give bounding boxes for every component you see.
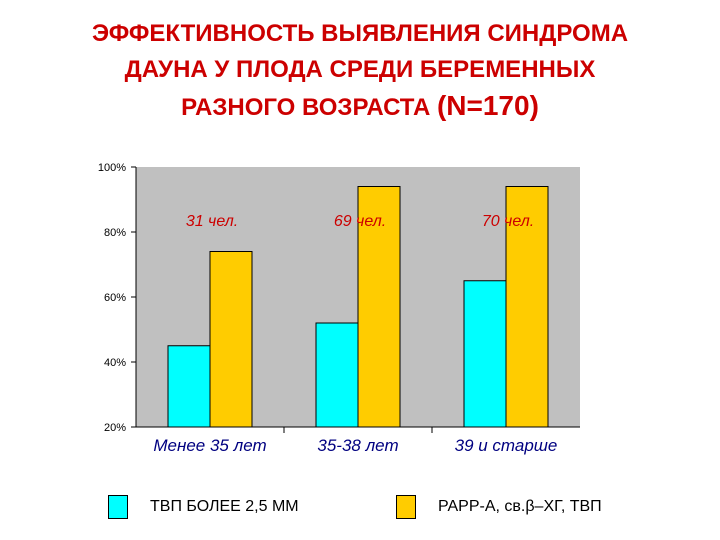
- group-count-label-2: 70 чел.: [482, 213, 534, 230]
- legend-swatch-cyan: [108, 495, 128, 519]
- title-line-3: РАЗНОГО ВОЗРАСТА (N=170): [20, 88, 700, 126]
- category-label-2: 39 и старше: [455, 436, 558, 455]
- bar-s0-c2: [463, 280, 507, 428]
- legend-label-papp: PAPP-A, св.β–ХГ, ТВП: [438, 498, 602, 515]
- chart-title: ЭФФЕКТИВНОСТЬ ВЫЯВЛЕНИЯ СИНДРОМА ДАУНА У…: [20, 16, 700, 126]
- y-tick-label-1: 40%: [104, 357, 126, 369]
- bar-s1-c0: [209, 251, 253, 428]
- group-count-label-1: 69 чел.: [334, 213, 386, 230]
- category-label-0: Менее 35 лет: [153, 436, 266, 455]
- legend-swatch-yellow: [396, 495, 416, 519]
- y-tick-label-4: 100%: [98, 162, 126, 174]
- bar-s1-c1: [357, 186, 401, 428]
- y-tick-label-0: 20%: [104, 422, 126, 434]
- legend-label-tvp: ТВП БОЛЕЕ 2,5 ММ: [150, 498, 299, 515]
- legend-item-tvp: ТВП БОЛЕЕ 2,5 ММ: [108, 492, 299, 522]
- title-sample-size: (N=170): [436, 90, 539, 121]
- bar-s0-c1: [315, 322, 359, 428]
- category-label-1: 35-38 лет: [317, 436, 398, 455]
- title-line-3-text: РАЗНОГО ВОЗРАСТА: [181, 94, 437, 121]
- y-tick-label-3: 80%: [104, 227, 126, 239]
- legend-item-papp: PAPP-A, св.β–ХГ, ТВП: [396, 492, 602, 522]
- title-line-2: ДАУНА У ПЛОДА СРЕДИ БЕРЕМЕННЫХ: [124, 56, 596, 83]
- y-tick-label-2: 60%: [104, 292, 126, 304]
- bar-s1-c2: [505, 186, 549, 428]
- group-count-label-0: 31 чел.: [186, 213, 238, 230]
- title-line-1: ЭФФЕКТИВНОСТЬ ВЫЯВЛЕНИЯ СИНДРОМА: [91, 20, 629, 47]
- bar-s0-c0: [167, 345, 211, 428]
